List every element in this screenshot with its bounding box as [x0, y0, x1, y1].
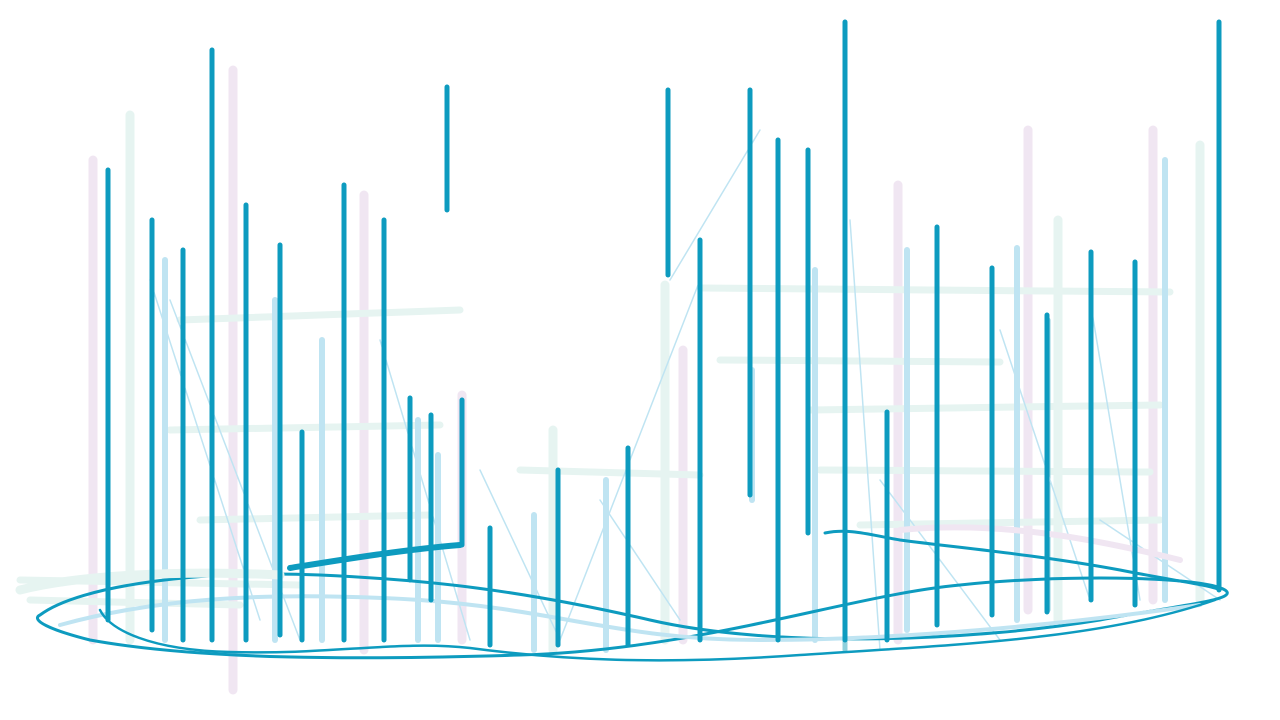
mint-wisp: [176, 306, 464, 324]
base-loop: [36, 572, 1229, 660]
base-loop: [287, 542, 463, 571]
hairline: [1099, 519, 1221, 601]
mint-wisp: [816, 466, 1154, 476]
background-strokes: [16, 65, 1205, 695]
hairline: [379, 339, 471, 641]
base-loop: [98, 598, 1217, 662]
mint-wisp: [516, 466, 704, 479]
hairline: [599, 499, 681, 621]
base-loop: [58, 594, 1202, 642]
hairline: [149, 279, 261, 621]
hairline: [669, 129, 761, 281]
hairline: [879, 479, 1001, 641]
base-loop: [823, 529, 1222, 592]
teal-vertical-strokes: [105, 19, 1222, 648]
hairline: [479, 469, 561, 641]
hairline: [849, 219, 881, 651]
mint-wisp: [196, 511, 434, 524]
mint-wisp: [166, 421, 444, 434]
mint-wisp: [806, 401, 1164, 414]
base-loop: [897, 524, 1183, 563]
base-loop: [15, 568, 285, 595]
